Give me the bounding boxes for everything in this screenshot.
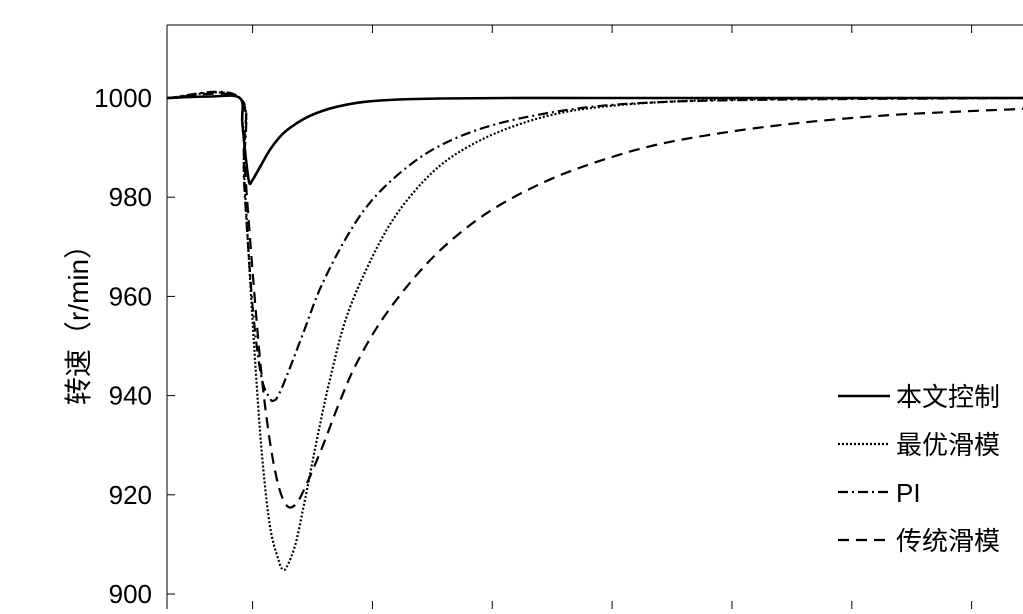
y-axis-label: 转速（r/min）	[63, 231, 94, 405]
y-ticks: 1000 980 960 940 920 900	[94, 83, 175, 609]
y-tick-label: 900	[109, 579, 152, 609]
y-tick-label: 1000	[94, 83, 152, 113]
series-line-1	[166, 94, 1023, 186]
series-group	[166, 90, 1023, 572]
legend-label-1: 本文控制	[896, 382, 1000, 412]
y-tick-label: 960	[109, 281, 152, 311]
plot-area: 1000 980 960 940 920 900	[94, 24, 1023, 609]
legend-label-3: PI	[896, 478, 921, 508]
series-line-2	[166, 91, 1023, 572]
y-tick-label: 940	[109, 381, 152, 411]
y-tick-label: 980	[109, 182, 152, 212]
series-line-3	[166, 90, 1023, 403]
legend-label-4: 传统滑模	[896, 526, 1000, 556]
legend-label-2: 最优滑模	[896, 430, 1000, 460]
y-tick-label: 920	[109, 480, 152, 510]
series-line-4	[166, 92, 1023, 509]
x-ticks	[252, 25, 973, 609]
